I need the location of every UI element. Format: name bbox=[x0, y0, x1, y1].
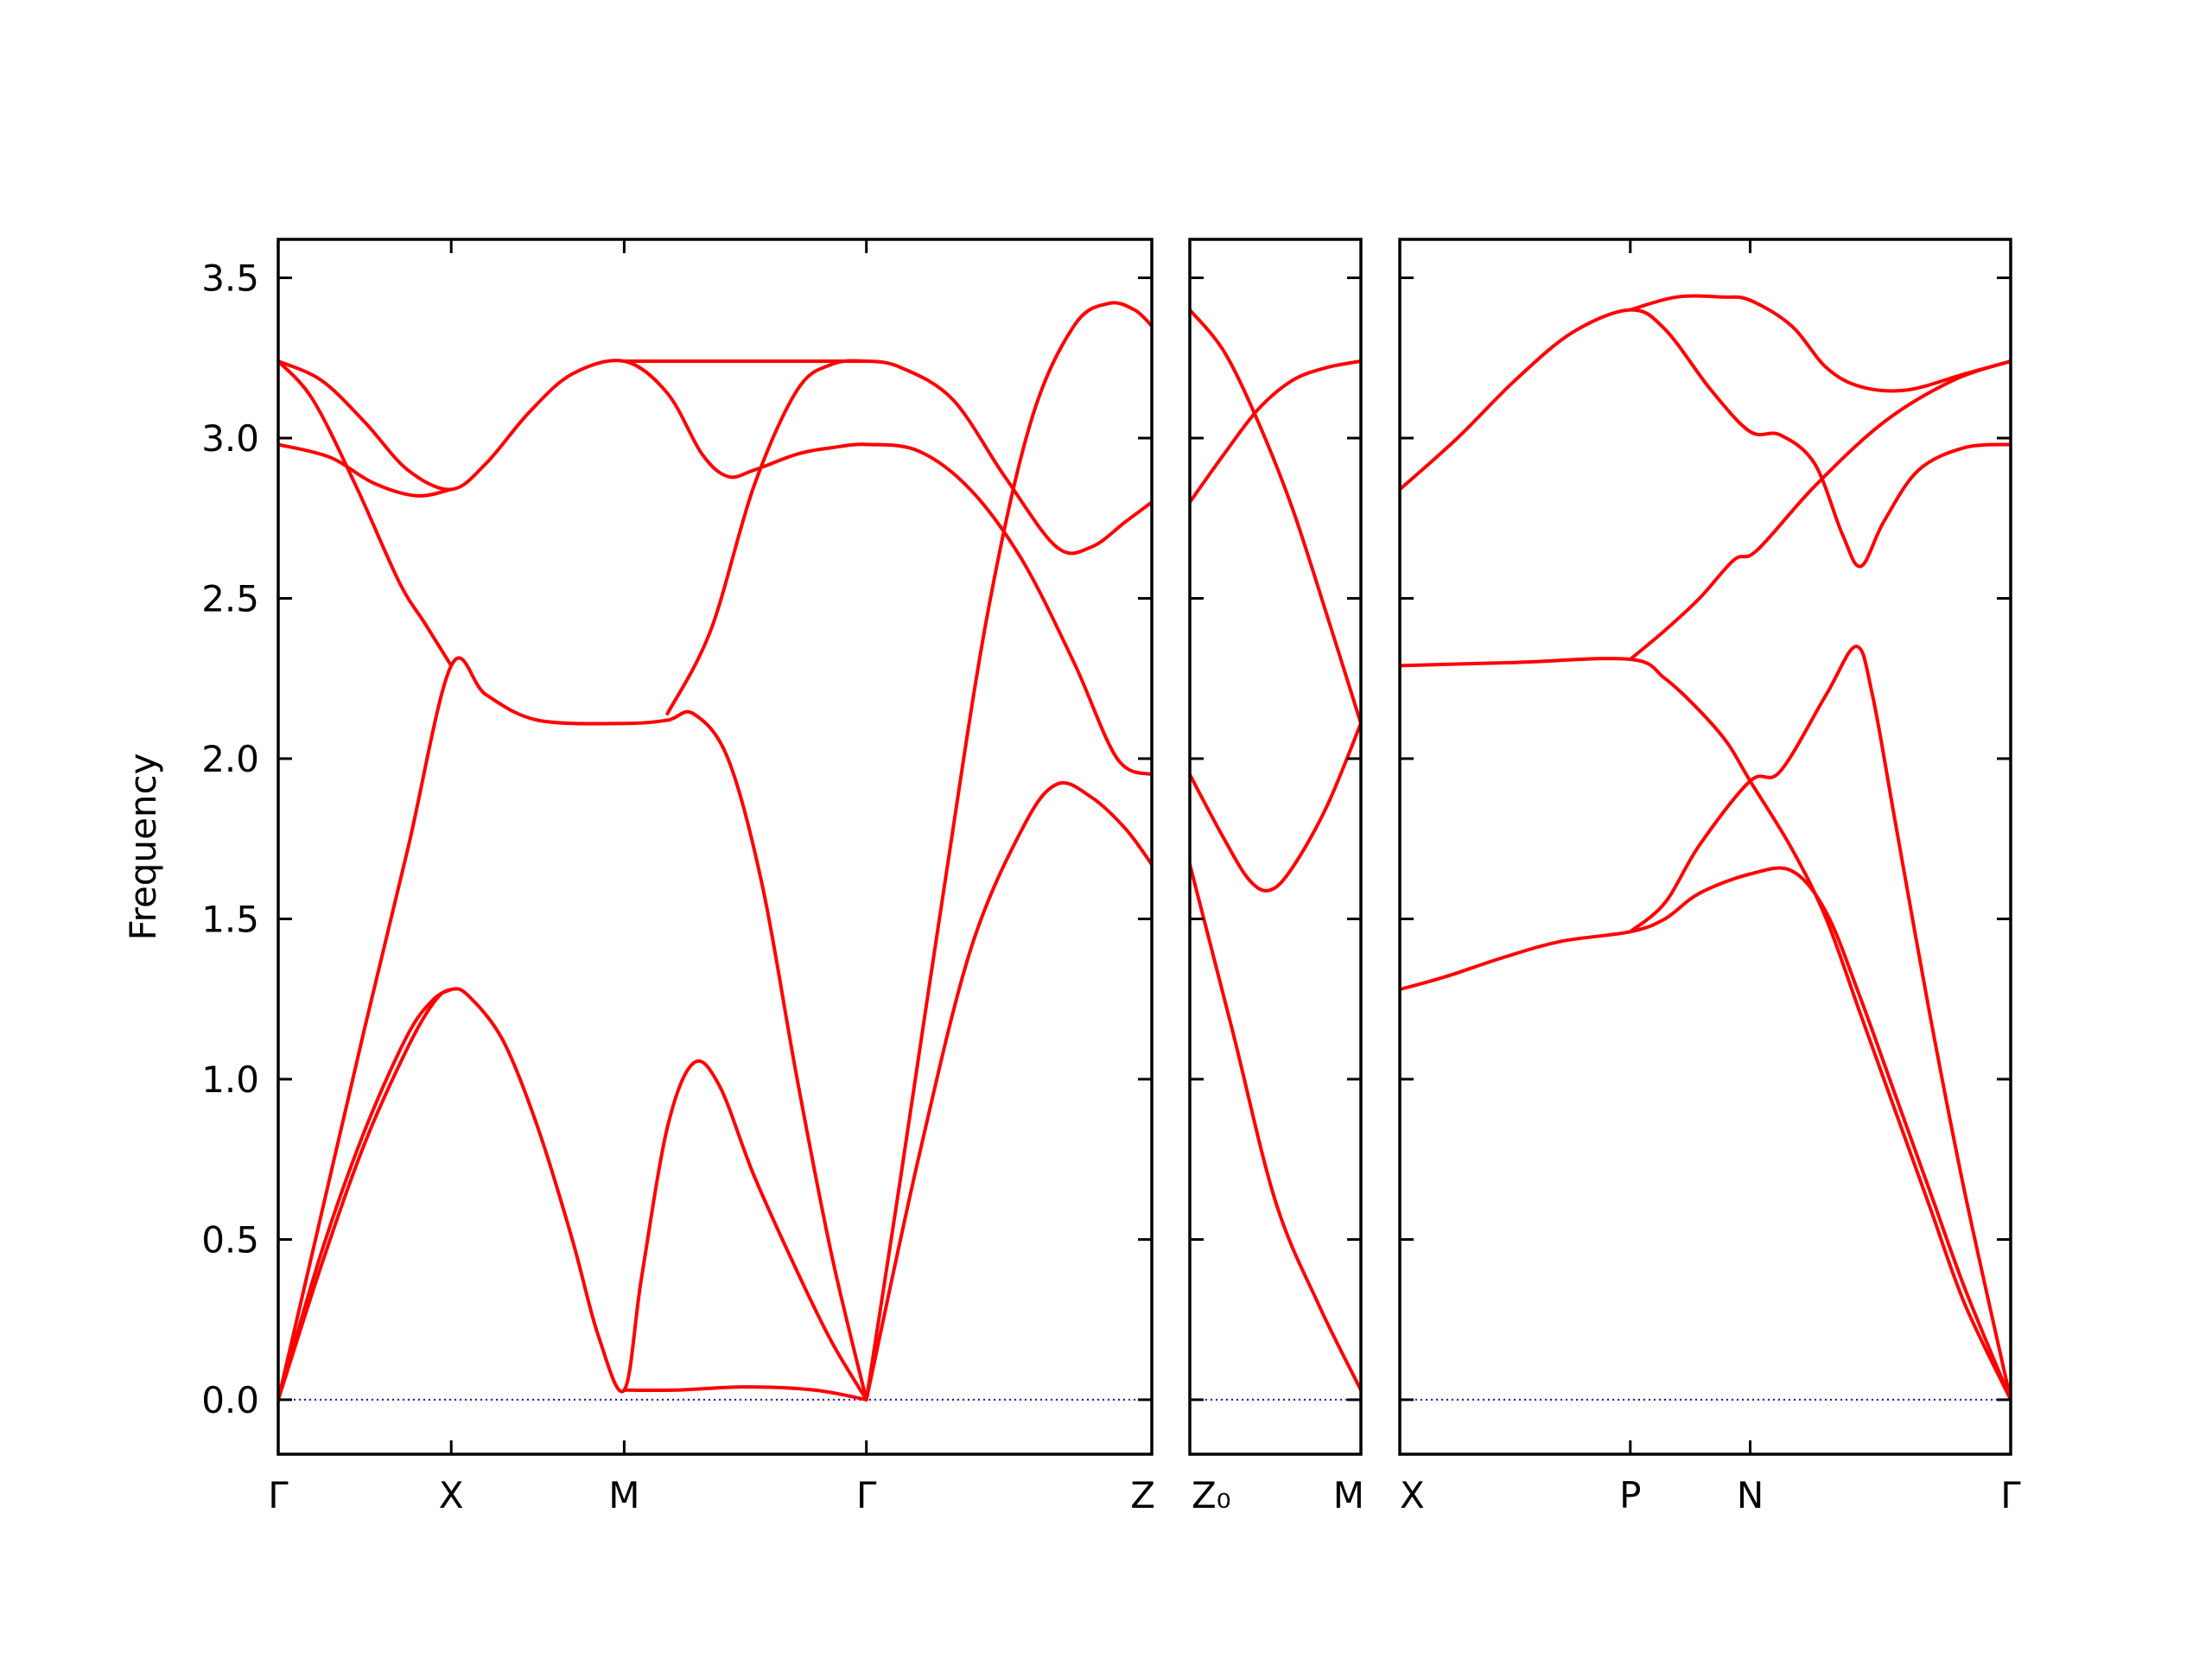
bands bbox=[1190, 308, 1361, 1392]
y-tick-label: 1.5 bbox=[201, 898, 259, 940]
panel-frame bbox=[276, 238, 1154, 1456]
band-line bbox=[622, 1385, 868, 1402]
band-line bbox=[1400, 866, 2011, 1402]
y-tick-label: 0.0 bbox=[201, 1379, 259, 1421]
band-line bbox=[278, 988, 454, 1402]
band-line bbox=[278, 987, 868, 1402]
x-tick-label: X bbox=[439, 1474, 464, 1516]
band-line bbox=[278, 442, 454, 498]
x-tick-label: Z₀ bbox=[1192, 1474, 1231, 1516]
band-line bbox=[864, 301, 1152, 1402]
x-tick-label: M bbox=[1333, 1474, 1364, 1516]
band-line bbox=[278, 656, 868, 1402]
y-axis-label: Frequency bbox=[122, 753, 164, 941]
band-line bbox=[1628, 359, 2011, 661]
y-tick-label: 1.0 bbox=[201, 1058, 259, 1101]
panels: 0.00.51.01.52.02.53.03.5Γ X M Γ Z Z₀ M X P N Γ bbox=[201, 238, 2021, 1516]
band-line bbox=[1400, 657, 2011, 1402]
x-tick-label: M bbox=[608, 1474, 639, 1516]
panel-2: Z₀ M bbox=[1188, 238, 1364, 1516]
band-line bbox=[665, 359, 1152, 715]
x-tick-label: P bbox=[1619, 1474, 1641, 1516]
bands bbox=[278, 301, 1152, 1402]
bands bbox=[1400, 294, 2011, 1402]
panel-frame bbox=[1188, 238, 1363, 1456]
band-line bbox=[1400, 308, 2011, 569]
y-tick-label: 3.0 bbox=[201, 417, 259, 460]
x-tick-label: Z bbox=[1130, 1474, 1155, 1516]
y-tick-label: 2.0 bbox=[201, 738, 259, 780]
band-line bbox=[1628, 294, 2011, 393]
x-tick-label: Γ bbox=[268, 1474, 289, 1516]
band-line bbox=[1628, 645, 2011, 1402]
y-tick-label: 2.5 bbox=[201, 577, 259, 620]
band-line bbox=[278, 359, 1152, 777]
y-tick-label: 3.5 bbox=[201, 257, 259, 300]
band-line bbox=[864, 781, 1152, 1402]
band-line bbox=[278, 359, 454, 668]
y-tick-label: 0.5 bbox=[201, 1218, 259, 1261]
x-tick-label: Γ bbox=[2000, 1474, 2021, 1516]
x-tick-label: N bbox=[1737, 1474, 1764, 1516]
x-tick-label: Γ bbox=[856, 1474, 877, 1516]
x-tick-label: X bbox=[1400, 1474, 1425, 1516]
band-line bbox=[1190, 862, 1361, 1392]
panel-frame bbox=[1398, 238, 2012, 1456]
band-line bbox=[1190, 308, 1361, 726]
band-line bbox=[1190, 721, 1361, 893]
band-line bbox=[1190, 359, 1361, 505]
